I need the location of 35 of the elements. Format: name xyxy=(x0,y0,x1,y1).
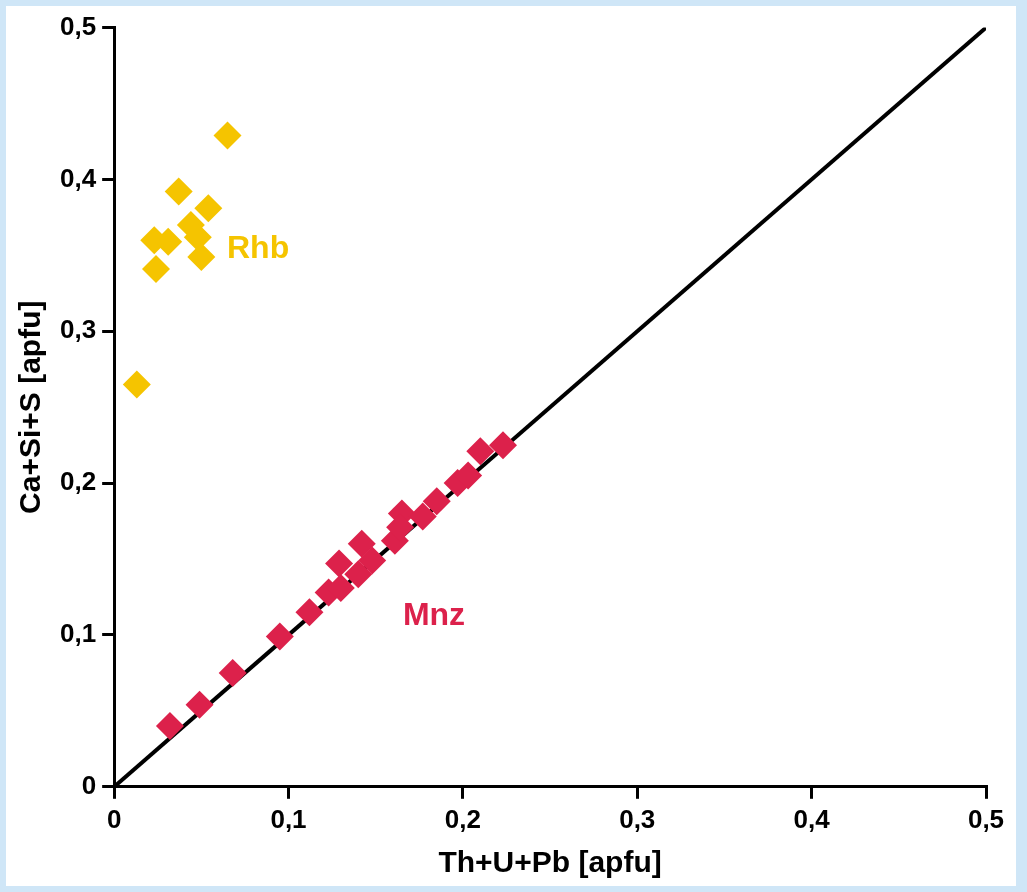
point xyxy=(344,560,373,589)
point xyxy=(466,437,495,466)
point xyxy=(155,712,184,741)
point xyxy=(295,598,324,627)
x-tick-label: 0,4 xyxy=(793,803,831,834)
point xyxy=(265,622,294,651)
point xyxy=(141,255,170,284)
x-axis-title: Th+U+Pb [apfu] xyxy=(438,845,662,879)
point xyxy=(358,546,387,575)
y-tick-label: 0,4 xyxy=(59,162,97,193)
point xyxy=(422,487,451,516)
point xyxy=(187,242,216,271)
y-tick-label: 0 xyxy=(81,769,97,800)
x-tick-label: 0 xyxy=(106,803,122,834)
point xyxy=(185,690,214,719)
x-tick-label: 0,2 xyxy=(444,803,481,834)
point xyxy=(194,194,223,223)
x-tick-label: 0,3 xyxy=(619,803,656,834)
point xyxy=(122,370,151,399)
point xyxy=(408,502,437,531)
point xyxy=(325,549,354,578)
y-tick-label: 0,2 xyxy=(59,466,97,497)
point xyxy=(213,121,242,150)
point xyxy=(218,658,247,687)
y-tick-label: 0,3 xyxy=(59,314,97,345)
y-tick-label: 0,1 xyxy=(59,618,97,649)
series-label: Rhb xyxy=(226,228,290,265)
y-tick-label: 0,5 xyxy=(59,10,97,41)
x-tick-label: 0,1 xyxy=(270,803,307,834)
x-tick-label: 0,5 xyxy=(967,803,1005,834)
point xyxy=(164,177,193,206)
y-axis-title: Ca+Si+S [apfu] xyxy=(13,300,47,514)
series-label: Mnz xyxy=(402,596,466,633)
point xyxy=(488,431,517,460)
point xyxy=(347,529,376,558)
